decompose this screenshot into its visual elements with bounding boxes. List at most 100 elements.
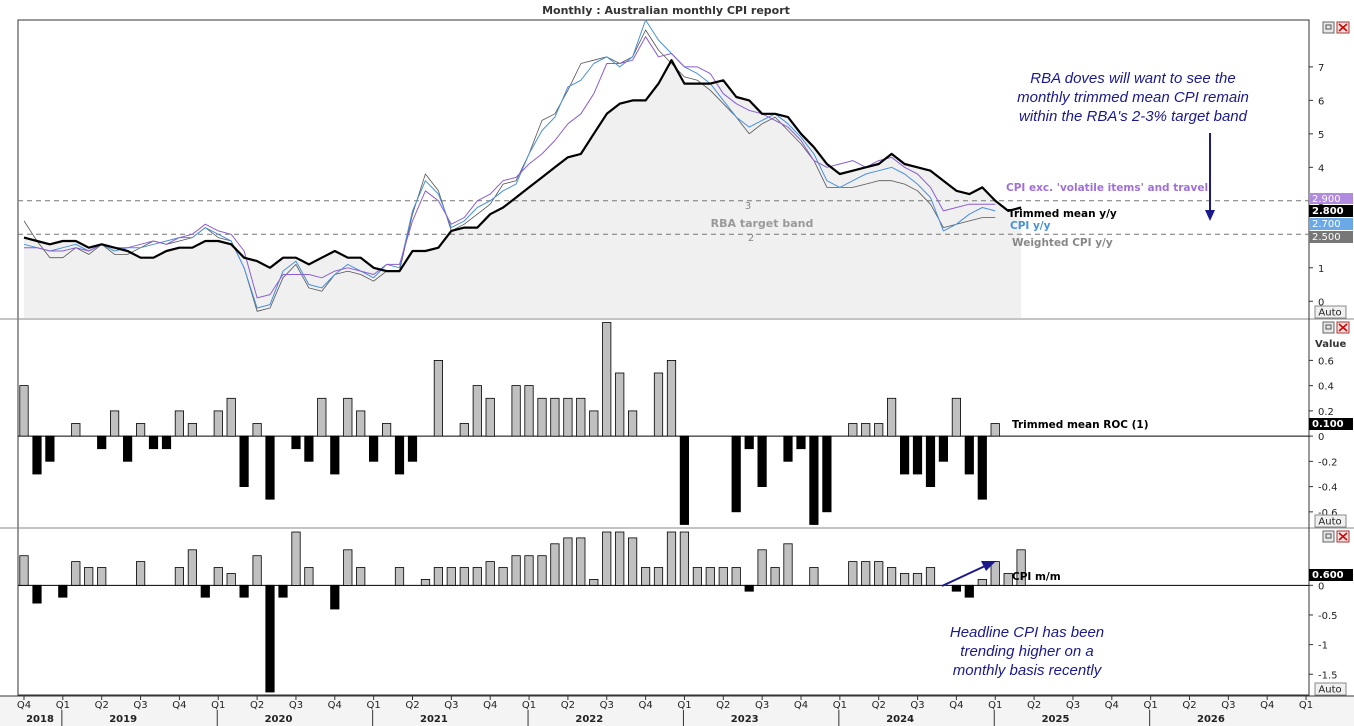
weighted-series-label: Weighted CPI y/y: [1012, 237, 1113, 249]
roc-axis-title: Value: [1315, 339, 1346, 350]
cpi-value: 2.700: [1312, 219, 1341, 230]
roc-panel: [18, 322, 1309, 525]
exvol-value: 2.900: [1312, 194, 1341, 205]
bar: [304, 567, 314, 586]
bar: [912, 435, 923, 475]
cpi-yy-line: [23, 19, 996, 309]
bar: [32, 584, 42, 604]
bar: [498, 567, 508, 586]
bar: [524, 555, 534, 586]
x-year-label: 2024: [886, 714, 914, 725]
auto-scale-button: [1314, 305, 1347, 319]
x-quarter-label: Q1: [522, 700, 536, 711]
roc-value-tag: [1309, 418, 1353, 430]
cpi-mm-value-tag: [1309, 569, 1353, 581]
y-tick-label: -0.5: [1318, 611, 1338, 622]
bar: [394, 435, 405, 475]
bar: [550, 543, 560, 586]
x-quarter-label: Q3: [755, 700, 769, 711]
cpi-value-tag: [1309, 218, 1353, 230]
maximize-icon: [1325, 24, 1332, 30]
bar: [666, 531, 677, 586]
bar: [1016, 549, 1026, 586]
bar: [848, 423, 858, 437]
x-quarter-label: Q4: [172, 700, 186, 711]
x-quarter-label: Q1: [833, 700, 847, 711]
y-tick-label: -1: [1318, 641, 1328, 652]
bar: [485, 561, 495, 586]
bar: [990, 561, 1000, 586]
svg-text:Headline CPI has been: Headline CPI has been: [950, 624, 1104, 641]
x-year-label: 2026: [1197, 714, 1225, 725]
bar: [809, 435, 819, 525]
x-year-label: 2018: [26, 714, 54, 725]
x-year-label: 2022: [575, 714, 603, 725]
bar: [900, 573, 910, 586]
bar: [213, 567, 223, 586]
bar: [187, 549, 197, 586]
bar: [433, 359, 444, 437]
bar: [887, 397, 897, 437]
bar: [964, 584, 974, 598]
bar: [602, 531, 612, 586]
panel-maximize-button: [1322, 21, 1335, 34]
auto-scale-button: [1314, 682, 1347, 696]
bar: [679, 531, 690, 586]
y-tick-label: 0: [1318, 581, 1324, 592]
trimmed-value-tag: [1309, 205, 1353, 217]
bar: [485, 397, 495, 437]
roc-value: 0.100: [1312, 419, 1344, 430]
cpi-mm-panel: [18, 531, 1309, 693]
x-year-label: 2020: [265, 714, 293, 725]
annotation-top: RBA doves will want to see the monthly t…: [1017, 70, 1249, 221]
bar: [45, 435, 55, 462]
y-tick-label: 7: [1318, 63, 1324, 74]
bar: [71, 561, 81, 586]
bar: [446, 567, 456, 586]
y-tick-label: -0.6: [1318, 508, 1338, 519]
bar: [744, 584, 754, 592]
bar: [653, 372, 664, 437]
bar: [848, 561, 858, 586]
x-quarter-label: Q1: [56, 700, 70, 711]
bar: [161, 435, 172, 450]
bar: [977, 579, 987, 586]
y-tick-label: 0: [1318, 297, 1324, 308]
bar: [705, 567, 715, 586]
bar: [576, 397, 586, 437]
bar: [951, 397, 962, 437]
bar: [239, 584, 249, 598]
x-quarter-label: Q1: [1144, 700, 1158, 711]
bar: [576, 537, 586, 586]
x-quarter-label: Q1: [988, 700, 1002, 711]
trimmed-area: [24, 60, 1022, 318]
annotation-top-arrowhead: [1205, 210, 1215, 221]
bar: [861, 423, 871, 437]
bar: [770, 567, 780, 586]
bar: [394, 567, 405, 586]
x-quarter-label: Q2: [95, 700, 109, 711]
bar: [148, 435, 159, 450]
bar: [809, 567, 819, 586]
bar: [19, 385, 29, 437]
bar: [265, 435, 275, 500]
bar: [291, 435, 301, 450]
chart-title: Monthly : Australian monthly CPI report: [542, 4, 790, 17]
bar: [291, 531, 301, 586]
line-panel-y-axis: 01234567: [1309, 63, 1324, 308]
svg-text:monthly basis recently: monthly basis recently: [953, 662, 1103, 679]
bar: [628, 410, 638, 437]
x-quarter-label: Q3: [1221, 700, 1235, 711]
bar: [135, 561, 146, 586]
trimmed-value: 2.800: [1312, 206, 1344, 217]
bar: [977, 435, 987, 500]
bar: [550, 397, 560, 437]
close-icon: [1338, 323, 1348, 332]
y-tick-label: 0: [1318, 432, 1324, 443]
bar: [951, 584, 962, 592]
cpi-series-label: CPI y/y: [1010, 220, 1051, 232]
bar: [744, 435, 754, 450]
bar: [900, 435, 910, 475]
bar: [32, 435, 42, 475]
